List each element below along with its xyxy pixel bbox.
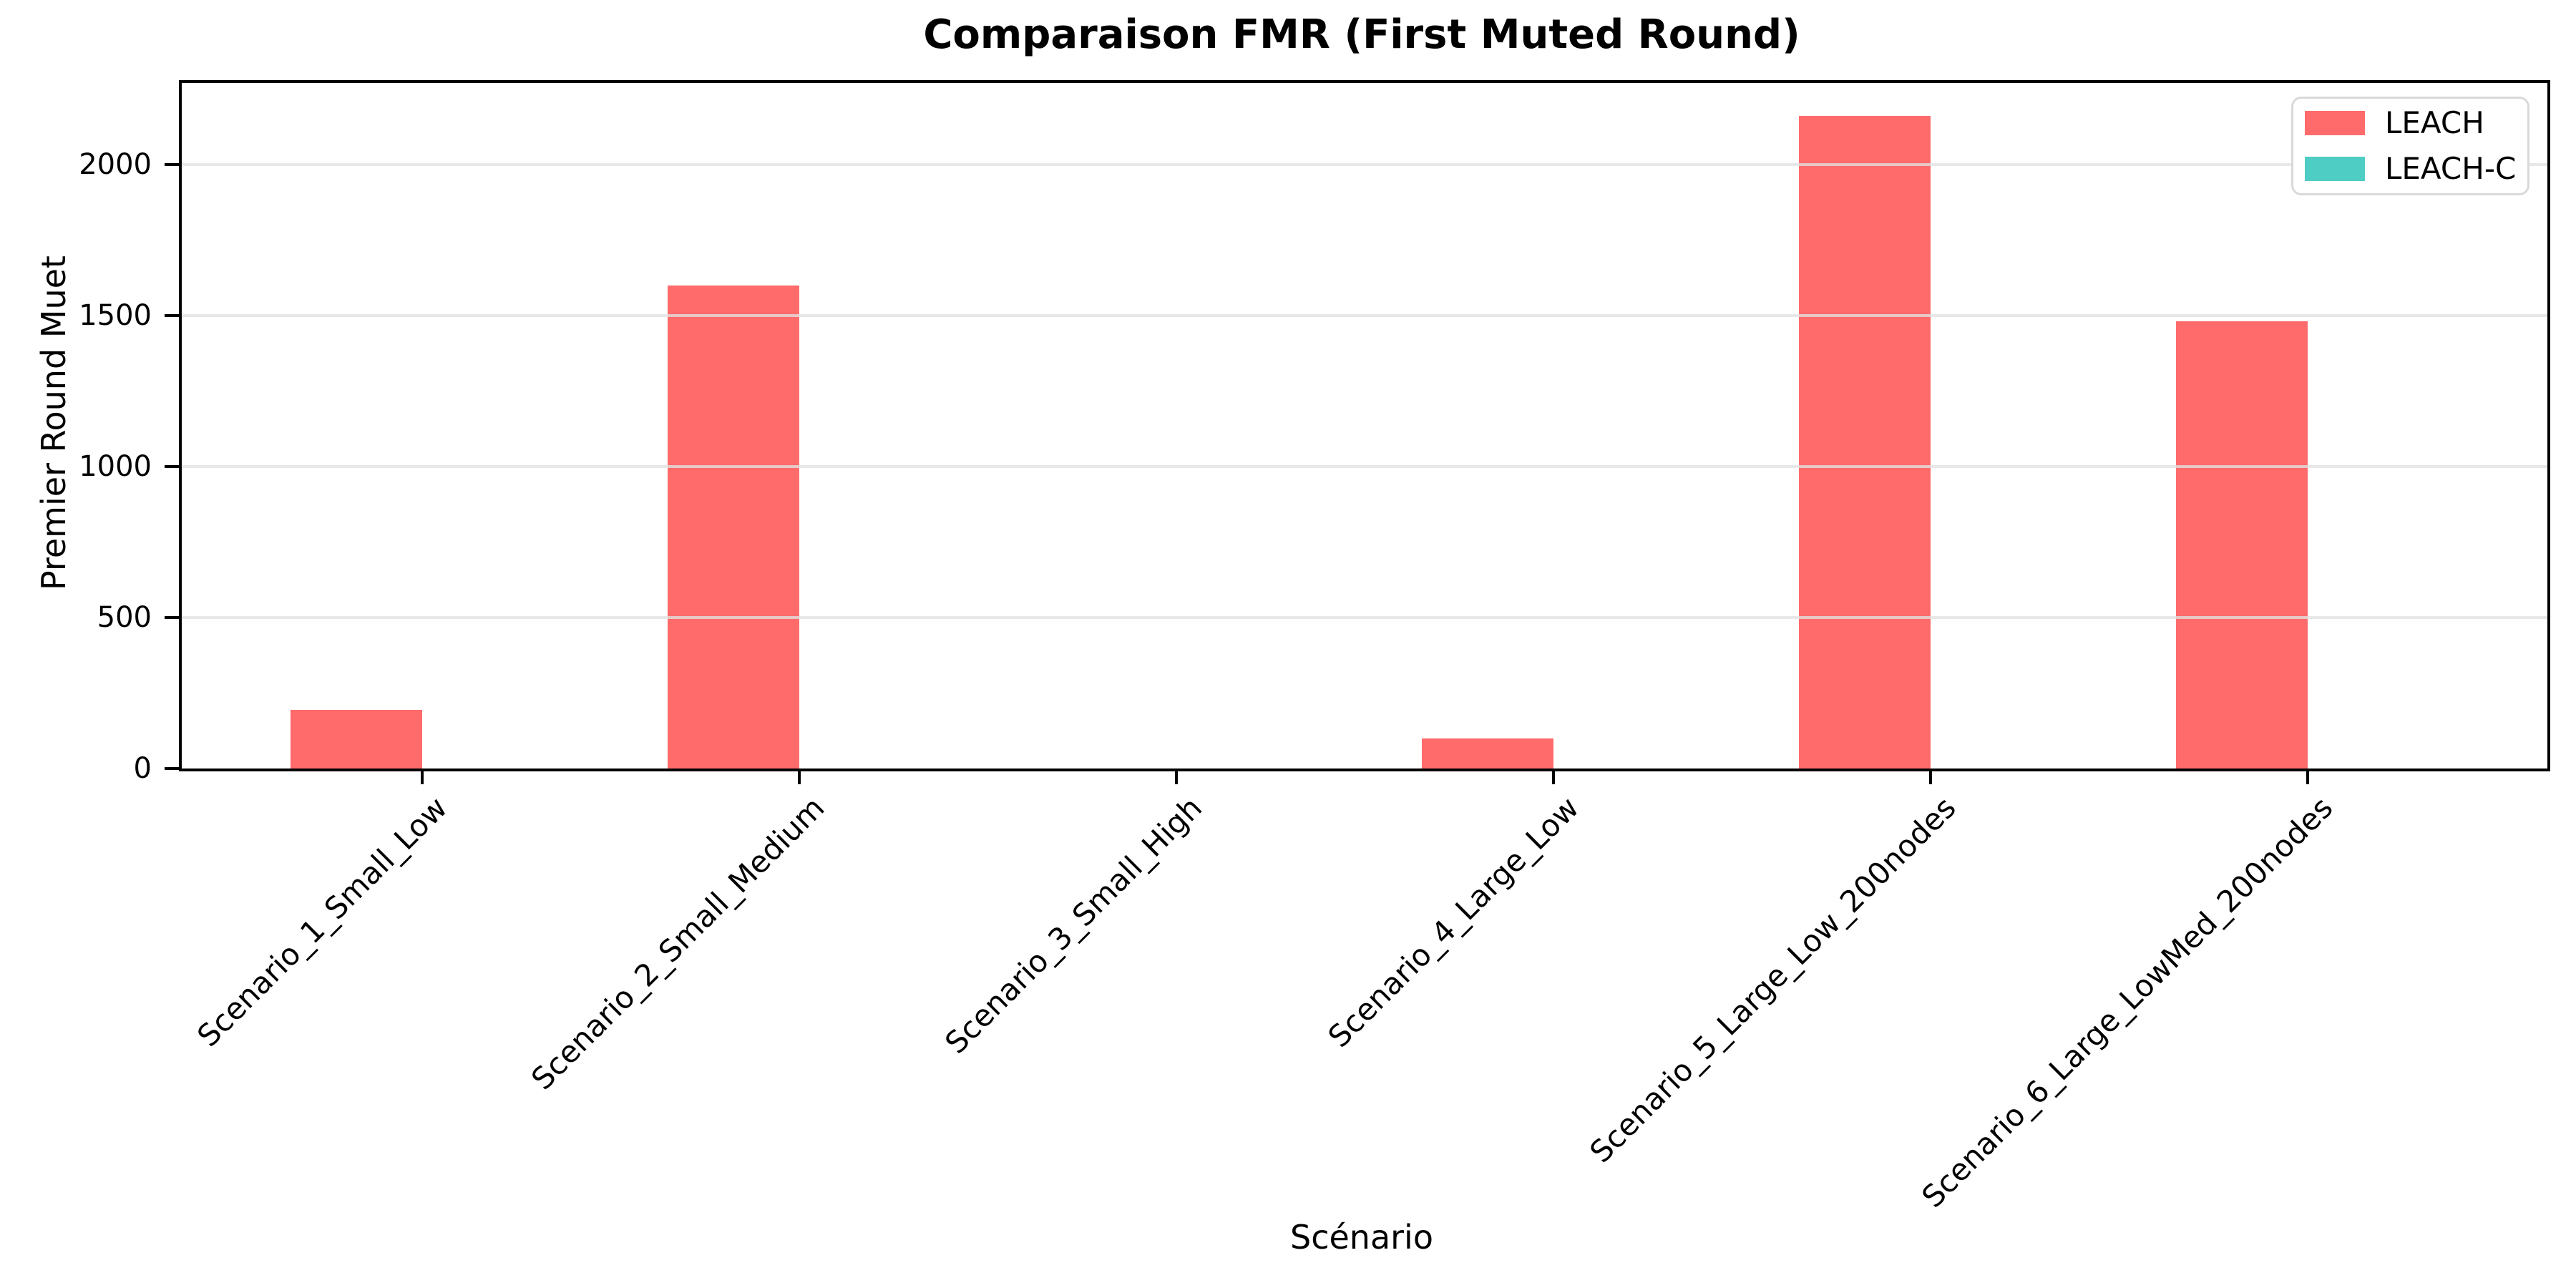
y-tick-mark-2000: [165, 162, 179, 166]
x-axis-label: Scénario: [1290, 1218, 1433, 1257]
y-tick-label-1500: 1500: [79, 298, 152, 332]
x-tick-label-5: Scenario_5_Large_Low_200nodes: [1583, 790, 1963, 1170]
x-tick-mark-4: [1552, 771, 1555, 784]
y-tick-mark-1000: [165, 464, 179, 468]
x-tick-mark-2: [798, 771, 801, 784]
legend-swatch-leach: [2305, 111, 2365, 135]
x-tick-label-3: Scenario_3_Small_High: [937, 790, 1209, 1060]
y-tick-label-1000: 1000: [79, 449, 152, 483]
bar-leach-2: [668, 285, 799, 769]
x-tick-label-6: Scenario_6_Large_LowMed_200nodes: [1915, 790, 2340, 1215]
gridline-y-500: [182, 616, 2547, 619]
legend-item-leach: LEACH: [2305, 108, 2527, 138]
plot-area: [179, 80, 2550, 771]
y-tick-mark-500: [165, 615, 179, 619]
x-tick-label-2: Scenario_2_Small_Medium: [525, 790, 831, 1097]
y-tick-label-0: 0: [133, 752, 152, 785]
legend-item-leach-c: LEACH-C: [2305, 154, 2527, 184]
gridline-y-1500: [182, 313, 2547, 317]
x-tick-label-1: Scenario_1_Small_Low: [190, 790, 454, 1054]
x-tick-label-4: Scenario_4_Large_Low: [1321, 790, 1586, 1055]
y-tick-mark-1500: [165, 313, 179, 317]
legend: LEACH LEACH-C: [2291, 97, 2529, 195]
y-tick-label-2000: 2000: [79, 147, 152, 181]
y-axis-label: Premier Round Muet: [34, 255, 73, 590]
x-tick-mark-3: [1175, 771, 1178, 784]
legend-label-leach: LEACH: [2385, 105, 2484, 140]
legend-swatch-leach-c: [2305, 157, 2365, 181]
bar-leach-1: [291, 709, 422, 769]
x-tick-mark-1: [421, 771, 424, 784]
y-tick-label-500: 500: [97, 600, 152, 634]
chart-title: Comparaison FMR (First Muted Round): [923, 11, 1800, 58]
x-tick-mark-6: [2306, 771, 2309, 784]
legend-label-leach-c: LEACH-C: [2385, 151, 2517, 186]
gridline-y-2000: [182, 162, 2547, 166]
gridline-y-1000: [182, 464, 2547, 468]
bar-leach-6: [2176, 321, 2308, 769]
y-tick-mark-0: [165, 767, 179, 770]
x-tick-mark-5: [1929, 771, 1932, 784]
bar-leach-4: [1422, 738, 1553, 769]
bar-leach-5: [1799, 116, 1931, 769]
